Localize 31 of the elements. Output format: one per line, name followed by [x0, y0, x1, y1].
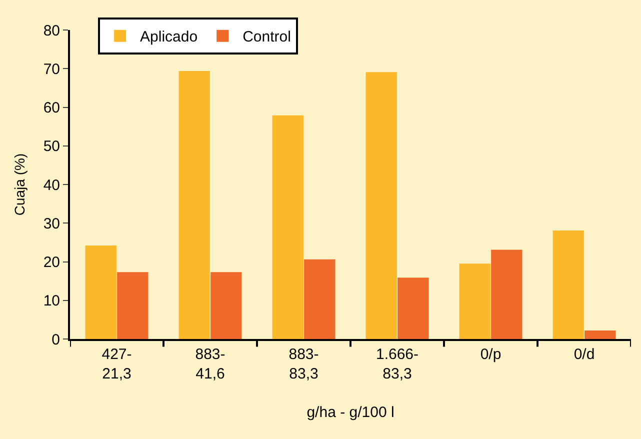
x-axis-title: g/ha - g/100 l [306, 404, 394, 421]
bar [459, 264, 490, 339]
x-tick-label: 1.666- 83,3 [376, 346, 419, 382]
bar [398, 278, 429, 339]
x-tick-label: 0/d [574, 346, 595, 363]
bar [552, 230, 584, 339]
bar [272, 115, 304, 339]
x-tick-label: 0/p [480, 346, 502, 363]
y-tick-label: 40 [43, 176, 60, 194]
legend-label: Control [242, 28, 291, 46]
legend-label: Aplicado [140, 28, 198, 46]
y-tick-label: 30 [43, 215, 60, 232]
x-tick-label: 883- 83,3 [288, 346, 319, 382]
bar [304, 259, 336, 339]
bar [584, 330, 616, 339]
bar [117, 272, 148, 339]
bar [366, 72, 397, 339]
y-tick-label: 80 [43, 22, 60, 40]
y-tick-label: 0 [52, 331, 60, 348]
bar [85, 246, 116, 339]
y-tick-label: 10 [43, 292, 60, 310]
x-tick-label: 883- 41,6 [195, 346, 226, 382]
x-tick-label: 427- 21,3 [102, 346, 132, 382]
bar [178, 70, 210, 339]
bar [491, 250, 522, 339]
y-tick-label: 60 [43, 100, 60, 116]
y-tick-label: 50 [43, 138, 60, 156]
y-tick-label: 70 [43, 60, 60, 78]
bar [210, 272, 242, 339]
y-axis-title: Cuaja (%) [11, 153, 28, 216]
y-tick-label: 20 [43, 254, 60, 271]
